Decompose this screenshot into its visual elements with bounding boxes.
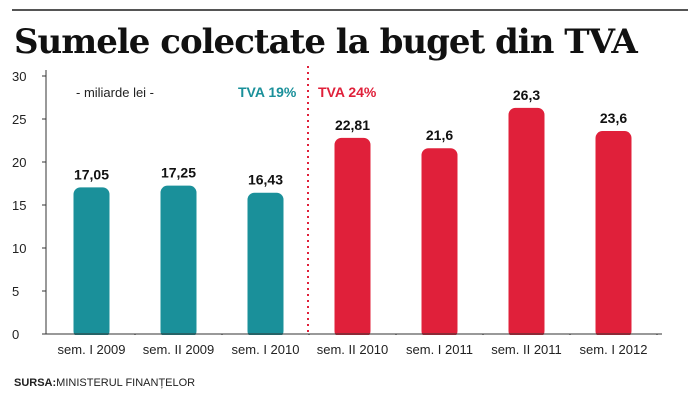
data-label: 23,6 [600,110,627,126]
y-tick-label: 5 [12,284,19,299]
top-rule [12,9,688,11]
source-text: MINISTERUL FINANȚELOR [56,377,196,389]
bar [247,192,284,338]
x-tick-label: sem. I 2009 [58,342,126,357]
source-note: SURSA:MINISTERUL FINANȚELOR [14,377,195,389]
x-tick-label: sem. II 2011 [491,342,562,357]
chart-title: Sumele colectate la buget din TVA [14,22,638,62]
data-label: 22,81 [335,117,370,133]
x-tick-label: sem. I 2010 [232,342,300,357]
x-tick-label: sem. I 2011 [406,342,473,357]
bar [421,148,458,338]
data-label: 26,3 [513,87,540,103]
baseline-cover [47,335,663,340]
unit-label: - miliarde lei - [76,85,154,100]
group-label-tva-19: TVA 19% [238,84,297,100]
x-tick-label: sem. I 2012 [580,342,648,357]
bar [508,107,545,338]
x-tick-label: sem. II 2009 [143,342,215,357]
data-label: 17,25 [161,165,196,181]
y-tick-label: 20 [12,155,26,170]
data-label: 21,6 [426,127,453,143]
y-tick-label: 30 [12,69,26,84]
y-tick-label: 25 [12,112,26,127]
bar [160,185,197,338]
data-label: 17,05 [74,166,109,182]
data-label: 16,43 [248,172,283,188]
y-tick-label: 0 [12,327,19,342]
y-tick-label: 15 [12,198,26,213]
bar [595,131,632,338]
bar [73,187,110,338]
source-label: SURSA: [14,377,57,389]
x-tick-label: sem. II 2010 [317,342,389,357]
bar [334,137,371,338]
y-tick-label: 10 [12,241,26,256]
group-label-tva-24: TVA 24% [318,84,377,100]
